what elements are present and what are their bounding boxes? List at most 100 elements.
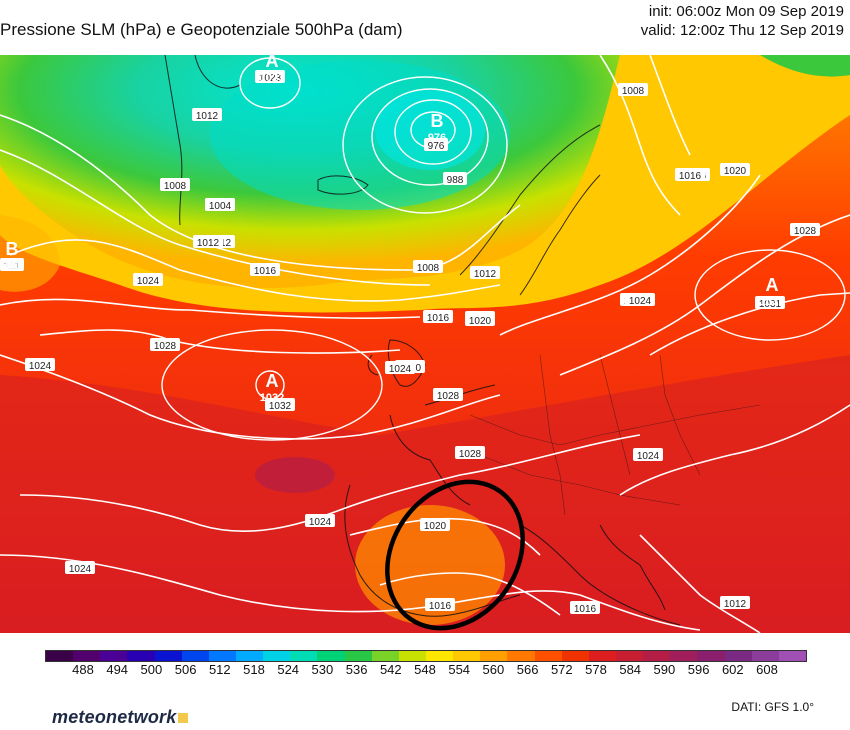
isobar-7 [19, 434, 641, 532]
colorbar-tick-label: 494 [106, 662, 129, 677]
isobar-label: 1023 [255, 70, 285, 84]
colorbar-tick-label: 554 [448, 662, 471, 677]
svg-text:1024: 1024 [69, 564, 92, 575]
svg-text:1008: 1008 [622, 86, 645, 97]
high-ring-1032b [161, 329, 383, 441]
geopotential-colorbar [45, 650, 807, 662]
isobar-label: 1016 [425, 598, 455, 612]
border-2 [479, 454, 681, 506]
colorbar-swatch [263, 651, 291, 661]
colorbar-tick-label: 548 [414, 662, 436, 677]
colorbar-swatch [561, 651, 589, 661]
svg-text:1012: 1012 [724, 599, 747, 610]
balkans-coast [599, 524, 666, 611]
colorbar-swatch [615, 651, 644, 661]
svg-text:1032: 1032 [260, 392, 284, 404]
low-pressure-center: B 101 [3, 239, 21, 272]
isobar-label: 1024 [385, 361, 415, 375]
svg-text:1023: 1023 [259, 73, 282, 84]
isobar-2 [0, 149, 431, 286]
weather-map: 1012 1023 976 988 1008 1004 1012 1016 1008 1012 10… [0, 55, 850, 633]
isobar-label: 1012 [193, 235, 223, 249]
isobar-labels: 1012 1023 976 988 1008 1004 1012 1016 1008 1012 10… [0, 70, 820, 615]
iceland-coast [317, 175, 369, 195]
field-green-topright [760, 55, 850, 77]
borders [469, 354, 761, 516]
svg-text:1012: 1012 [474, 269, 497, 280]
svg-text:1012: 1012 [197, 238, 220, 249]
colorbar-tick-label: 542 [379, 662, 402, 677]
svg-text:1024: 1024 [29, 361, 52, 372]
high-ring-1031 [694, 249, 846, 341]
isobar-label: 1016 [250, 263, 280, 277]
colorbar-swatch [154, 651, 182, 661]
colorbar-swatch [73, 651, 101, 661]
isobar-label: 1024 [25, 358, 55, 372]
colorbar-swatch [371, 651, 399, 661]
colorbar-tick-label: 506 [174, 662, 197, 677]
svg-text:B: B [6, 239, 19, 259]
colorbar-tick-label: 590 [653, 662, 676, 677]
colorbar-swatch [643, 651, 671, 661]
colorbar-tick-label: 524 [277, 662, 300, 677]
svg-text:1024: 1024 [137, 276, 160, 287]
colorbar-tick-label: 602 [721, 662, 744, 677]
isobar-label: 976 [424, 138, 448, 152]
colorbar-tick-label: 500 [140, 662, 163, 677]
svg-text:976: 976 [428, 141, 445, 152]
svg-text:1008: 1008 [417, 263, 440, 274]
field-cyan-core-inner [375, 90, 485, 170]
colorbar-tick-label: 536 [345, 662, 368, 677]
high-ring-1023 [239, 57, 301, 109]
colorbar-swatch [317, 651, 345, 661]
colorbar-swatch [208, 651, 236, 661]
colorbar-swatch [724, 651, 752, 661]
colorbar-swatch [100, 651, 128, 661]
svg-text:101: 101 [4, 261, 21, 272]
isobar-14 [619, 404, 850, 496]
colorbar-swatch [507, 651, 535, 661]
isobar-label: 1008 [413, 260, 443, 274]
colorbar-tick-label: 596 [687, 662, 710, 677]
colorbar-swatch [398, 651, 426, 661]
svg-text:1012: 1012 [196, 111, 219, 122]
svg-text:1028: 1028 [154, 341, 177, 352]
isobar-label: 1024 [633, 448, 663, 462]
isobar-label: 1012 [720, 596, 750, 610]
colorbar-tick-label: 518 [243, 662, 265, 677]
border-4 [599, 354, 631, 476]
colorbar-tick-label: 578 [585, 662, 607, 677]
border-3 [539, 354, 566, 516]
colorbar-swatch [751, 651, 779, 661]
low-ring-4 [342, 76, 508, 214]
svg-text:101: 101 [3, 260, 21, 272]
logo-text: meteonetwork [52, 707, 177, 727]
isobar-label: 1032 [265, 398, 295, 412]
isobar-label: 1028 [455, 446, 485, 460]
svg-text:A: A [766, 275, 779, 295]
low-isobars [342, 76, 508, 214]
border-1 [469, 404, 761, 446]
colorbar-swatch [181, 651, 209, 661]
isobar-label: 988 [443, 172, 467, 186]
svg-text:1024: 1024 [389, 364, 412, 375]
high-isobars [161, 57, 846, 441]
svg-text:1016: 1016 [254, 266, 277, 277]
highlight-ellipse [385, 479, 525, 631]
svg-text:1004: 1004 [209, 201, 232, 212]
greenland-coast [164, 55, 241, 226]
colorbar-swatch [344, 651, 372, 661]
high-pressure-center: A 1023 [260, 55, 284, 84]
data-source: DATI: GFS 1.0° [731, 700, 814, 714]
svg-text:1032: 1032 [269, 401, 292, 412]
isobar-label: 1028 [150, 338, 180, 352]
svg-text:1020: 1020 [424, 521, 447, 532]
svg-text:1031: 1031 [759, 299, 782, 310]
border-5 [659, 354, 701, 476]
isobar-label: 1008 [618, 83, 648, 97]
low-ring-3 [371, 88, 489, 186]
colorbar-swatch [697, 651, 725, 661]
isobar-4 [0, 298, 421, 319]
svg-text:1020: 1020 [469, 316, 492, 327]
